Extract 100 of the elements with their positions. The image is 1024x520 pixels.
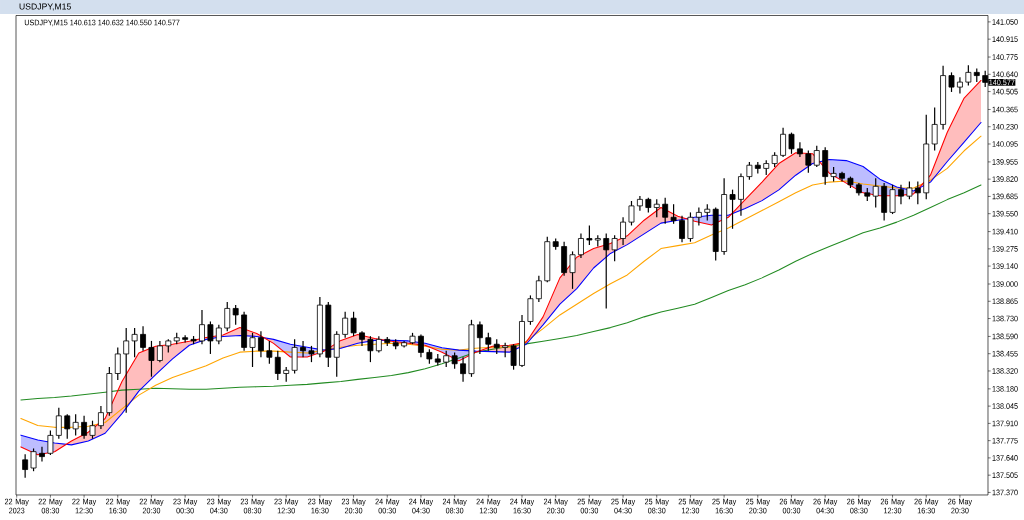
y-tick-label: 139.550 bbox=[992, 210, 1018, 217]
candlestick bbox=[55, 407, 62, 440]
candlestick bbox=[510, 343, 517, 371]
candlestick bbox=[965, 64, 972, 87]
y-tick-label: 138.730 bbox=[992, 315, 1018, 322]
y-tick-label: 137.910 bbox=[992, 420, 1018, 427]
candlestick bbox=[535, 275, 542, 303]
x-tick-label: 25 May 08:30 bbox=[644, 498, 669, 514]
candlestick bbox=[611, 234, 618, 262]
candlestick bbox=[367, 335, 374, 363]
x-tick-label: 24 May 20:30 bbox=[543, 498, 568, 514]
x-tick-label: 23 May 20:30 bbox=[341, 498, 366, 514]
candlestick bbox=[232, 304, 239, 326]
candlestick bbox=[729, 189, 736, 230]
y-tick-label: 138.045 bbox=[992, 403, 1018, 409]
candlestick bbox=[788, 132, 795, 155]
candlestick bbox=[418, 333, 424, 358]
candlestick bbox=[527, 294, 534, 326]
candlestick bbox=[695, 206, 702, 227]
chart-title: USDJPY,M15 bbox=[19, 3, 71, 11]
candlestick bbox=[30, 447, 37, 472]
candlestick bbox=[39, 446, 45, 463]
x-tick-label: 23 May 16:30 bbox=[308, 498, 332, 514]
x-tick-label: 26 May 12:30 bbox=[880, 498, 905, 514]
candlestick bbox=[342, 311, 349, 339]
candlestick bbox=[670, 203, 677, 225]
candlestick bbox=[258, 330, 264, 358]
candlestick bbox=[72, 413, 79, 436]
candlestick bbox=[687, 211, 694, 243]
candlestick bbox=[889, 184, 896, 215]
y-tick-label: 139.955 bbox=[992, 159, 1018, 165]
x-tick-label: 25 May 12:30 bbox=[678, 498, 703, 514]
candlestick bbox=[274, 350, 281, 381]
candlestick bbox=[114, 346, 121, 381]
x-tick-label: 23 May 12:30 bbox=[274, 498, 299, 514]
y-tick-label: 140.915 bbox=[992, 36, 1018, 42]
candlestick bbox=[333, 330, 340, 378]
x-tick-label: 25 May 04:30 bbox=[611, 498, 636, 514]
x-tick-label: 26 May 20:30 bbox=[948, 498, 973, 514]
candlestick bbox=[569, 250, 576, 290]
candlestick bbox=[182, 334, 189, 344]
candlestick bbox=[215, 324, 222, 345]
candlestick bbox=[872, 177, 879, 209]
candlestick bbox=[662, 197, 669, 225]
chart-subtitle: USDJPY,M15 140.613 140.632 140.550 140.577 bbox=[24, 19, 180, 27]
candlestick bbox=[460, 356, 466, 383]
x-tick-label: 26 May 00:30 bbox=[779, 498, 804, 514]
x-tick-label: 24 May 12:30 bbox=[476, 498, 501, 514]
candlestick bbox=[898, 184, 904, 205]
candlestick bbox=[81, 415, 88, 440]
candlestick bbox=[738, 172, 744, 217]
candlestick bbox=[620, 216, 626, 246]
x-tick-label: 22 May 08:30 bbox=[38, 498, 63, 514]
y-tick-label: 139.275 bbox=[992, 246, 1018, 252]
y-tick-label: 137.640 bbox=[992, 455, 1018, 461]
candlestick bbox=[291, 338, 298, 375]
candlestick bbox=[98, 405, 104, 430]
candlestick bbox=[224, 301, 231, 332]
candlestick bbox=[148, 340, 155, 378]
candlestick bbox=[350, 311, 357, 337]
y-tick-label: 138.865 bbox=[992, 298, 1018, 305]
candlestick bbox=[300, 340, 306, 358]
candlestick bbox=[266, 340, 273, 365]
x-tick-label: 26 May 16:30 bbox=[914, 498, 939, 514]
y-tick-label: 140.365 bbox=[992, 106, 1018, 113]
candlestick bbox=[957, 76, 963, 95]
candlestick bbox=[47, 429, 54, 456]
y-tick-label: 137.370 bbox=[992, 489, 1018, 496]
x-tick-label: 22 May 20:30 bbox=[139, 498, 164, 514]
y-tick-label: 137.505 bbox=[992, 472, 1018, 478]
x-tick-label: 24 May 16:30 bbox=[510, 498, 535, 514]
x-tick-label: 26 May 08:30 bbox=[847, 498, 871, 514]
candlestick bbox=[207, 320, 214, 355]
x-tick-label: 25 May 16:30 bbox=[712, 498, 737, 514]
y-tick-label: 140.775 bbox=[992, 54, 1018, 60]
y-tick-label: 138.320 bbox=[992, 368, 1018, 374]
candlestick bbox=[603, 232, 610, 310]
candlestick bbox=[140, 325, 146, 352]
y-tick-label: 139.820 bbox=[992, 176, 1018, 182]
y-tick-label: 140.095 bbox=[992, 141, 1018, 147]
x-tick-label: 26 May 04:30 bbox=[813, 498, 838, 514]
candlestick bbox=[199, 309, 205, 345]
y-tick-label: 139.140 bbox=[992, 263, 1018, 269]
y-tick-label: 139.685 bbox=[992, 193, 1018, 200]
y-tick-label: 139.000 bbox=[992, 281, 1018, 287]
candlestick bbox=[914, 180, 921, 205]
candlestick bbox=[64, 413, 71, 440]
x-tick-label: 25 May 20:30 bbox=[746, 498, 770, 514]
candlestick bbox=[813, 145, 820, 168]
candlestick bbox=[123, 327, 130, 414]
candlestick bbox=[249, 332, 256, 368]
candlestick bbox=[156, 340, 163, 363]
candlestick bbox=[578, 232, 584, 259]
y-tick-label: 138.455 bbox=[992, 350, 1018, 357]
x-tick-label: 24 May 08:30 bbox=[442, 498, 467, 514]
candlestick bbox=[780, 127, 786, 158]
candlestick bbox=[948, 71, 955, 93]
candlestick bbox=[628, 200, 635, 227]
x-tick-label: 24 May 00:30 bbox=[375, 498, 400, 514]
candlestick bbox=[797, 141, 803, 158]
